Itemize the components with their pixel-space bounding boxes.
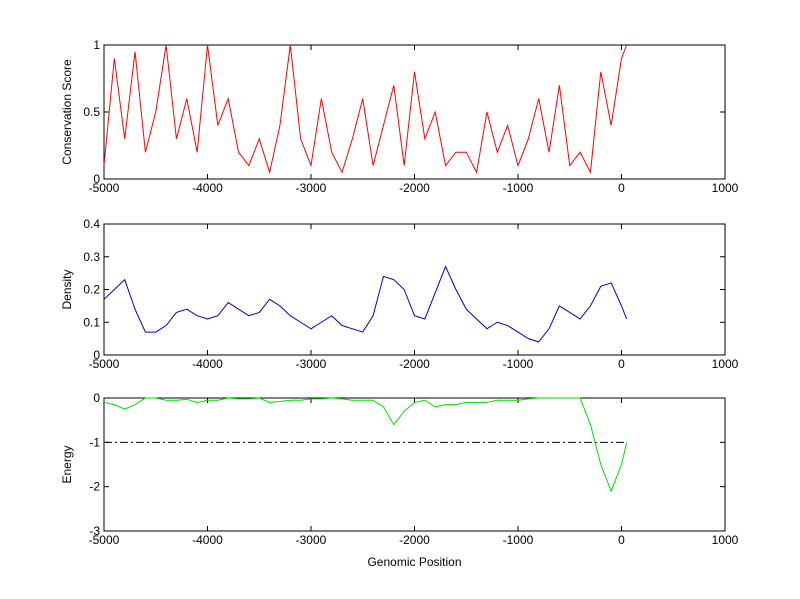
y-tick-label: 0.3 bbox=[83, 250, 100, 264]
x-tick-label: -2000 bbox=[399, 357, 430, 371]
data-line bbox=[103, 397, 628, 493]
y-axis-label: Conservation Score bbox=[60, 59, 74, 165]
y-tick-label: 0.5 bbox=[83, 105, 100, 119]
x-axis-label: Genomic Position bbox=[367, 555, 461, 569]
x-tick-label: -3000 bbox=[296, 357, 327, 371]
y-tick-label: -1 bbox=[89, 435, 100, 449]
y-tick-label: -3 bbox=[89, 524, 100, 538]
x-tick-label: 0 bbox=[618, 181, 625, 195]
y-tick-label: 0 bbox=[93, 172, 100, 186]
x-tick-label: -2000 bbox=[399, 181, 430, 195]
x-tick-label: -5000 bbox=[89, 181, 120, 195]
y-tick-label: -2 bbox=[89, 480, 100, 494]
axes-box bbox=[103, 223, 726, 356]
axes-box bbox=[103, 44, 726, 180]
x-tick-label: -2000 bbox=[399, 533, 430, 547]
x-tick-label: 1000 bbox=[712, 357, 739, 371]
x-tick-label: -3000 bbox=[296, 181, 327, 195]
data-line bbox=[103, 265, 628, 343]
x-tick-label: -4000 bbox=[192, 181, 223, 195]
y-tick-label: 0 bbox=[93, 348, 100, 362]
y-axis-label: Density bbox=[60, 269, 74, 309]
x-tick-label: -4000 bbox=[192, 533, 223, 547]
x-tick-label: -1000 bbox=[503, 533, 534, 547]
x-tick-label: -5000 bbox=[89, 357, 120, 371]
axes-box bbox=[103, 397, 726, 532]
x-tick-label: 0 bbox=[618, 533, 625, 547]
data-line bbox=[103, 44, 628, 175]
x-tick-label: -3000 bbox=[296, 533, 327, 547]
x-tick-label: -1000 bbox=[503, 357, 534, 371]
x-tick-label: -4000 bbox=[192, 357, 223, 371]
x-tick-label: -1000 bbox=[503, 181, 534, 195]
y-axis-label: Energy bbox=[60, 445, 74, 483]
y-tick-label: 0.4 bbox=[83, 217, 100, 231]
x-tick-label: 0 bbox=[618, 357, 625, 371]
y-tick-label: 1 bbox=[93, 38, 100, 52]
y-tick-label: 0.2 bbox=[83, 283, 100, 297]
x-tick-label: 1000 bbox=[712, 533, 739, 547]
x-tick-label: -5000 bbox=[89, 533, 120, 547]
y-tick-label: 0.1 bbox=[83, 315, 100, 329]
y-tick-label: 0 bbox=[93, 391, 100, 405]
x-tick-label: 1000 bbox=[712, 181, 739, 195]
